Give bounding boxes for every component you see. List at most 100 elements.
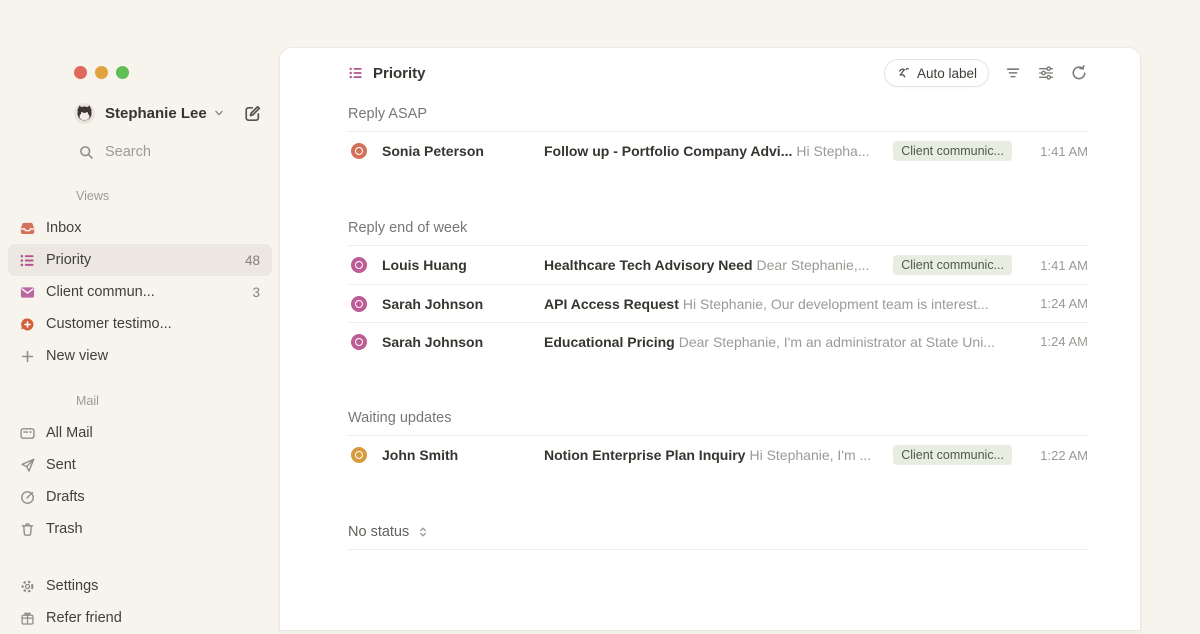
sidebar-item-label: Customer testimo... xyxy=(46,316,172,332)
chevron-down-icon xyxy=(212,106,226,120)
gear-icon xyxy=(18,578,36,595)
group-header: Waiting updates xyxy=(348,410,1088,436)
sender-avatar xyxy=(351,143,367,159)
sidebar-item-label: Trash xyxy=(46,521,83,537)
gift-icon xyxy=(18,610,36,627)
sidebar-item-new-view[interactable]: New view xyxy=(8,340,272,372)
email-subject: Educational Pricing xyxy=(544,333,675,350)
mail-list: All Mail Sent Drafts xyxy=(0,417,280,545)
sidebar-item-all-mail[interactable]: All Mail xyxy=(8,417,272,449)
email-snippet: Dear Stephanie,... xyxy=(756,257,870,273)
sidebar-item-label: Settings xyxy=(46,578,99,594)
email-row[interactable]: John Smith Notion Enterprise Plan Inquir… xyxy=(348,436,1088,474)
email-row[interactable]: Sonia Peterson Follow up - Portfolio Com… xyxy=(348,132,1088,170)
views-section-label: Views xyxy=(76,189,110,203)
user-avatar xyxy=(74,102,95,124)
plus-icon xyxy=(18,348,36,365)
email-group-waiting-updates: Waiting updates John Smith Notion Enterp… xyxy=(348,410,1088,474)
user-name: Stephanie Lee xyxy=(105,104,207,122)
unread-count: 48 xyxy=(244,252,260,268)
toolbar: Auto label xyxy=(883,59,1088,87)
email-sender: Sonia Peterson xyxy=(382,143,484,159)
email-subject-snippet: API Access Request Hi Stephanie, Our deve… xyxy=(544,296,1012,312)
search-label: Search xyxy=(105,144,151,160)
group-header: Reply end of week xyxy=(348,220,1088,246)
email-subject-snippet: Notion Enterprise Plan Inquiry Hi Stephan… xyxy=(544,447,881,463)
label-badge[interactable]: Client communic... xyxy=(893,141,1012,161)
sender-avatar xyxy=(351,257,367,273)
email-snippet: Hi Stepha... xyxy=(796,143,870,159)
unread-count: 3 xyxy=(252,284,260,300)
zoom-window-button[interactable] xyxy=(116,66,129,79)
auto-label-button[interactable]: Auto label xyxy=(883,59,989,87)
sender-avatar xyxy=(351,333,367,350)
all-mail-icon xyxy=(18,425,36,442)
sender-avatar xyxy=(351,447,367,463)
email-time: 1:24 AM xyxy=(1040,296,1088,311)
sidebar-item-label: Priority xyxy=(46,252,92,268)
minimize-window-button[interactable] xyxy=(95,66,108,79)
sidebar-item-client-communication[interactable]: Client commun... 3 xyxy=(8,276,272,308)
email-row[interactable]: Sarah Johnson Educational Pricing Dear St… xyxy=(348,322,1088,360)
sidebar-item-customer-testimonials[interactable]: Customer testimo... xyxy=(8,308,272,340)
sidebar-item-label: New view xyxy=(46,348,109,364)
chat-plus-icon xyxy=(18,316,36,333)
email-subject: Healthcare Tech Advisory Need xyxy=(544,257,753,273)
mail-section-label: Mail xyxy=(76,394,99,408)
search-button[interactable]: Search xyxy=(78,142,262,162)
sender-avatar xyxy=(351,295,367,312)
sidebar-item-trash[interactable]: Trash xyxy=(8,513,272,545)
sidebar-item-label: Inbox xyxy=(46,220,82,236)
refresh-icon[interactable] xyxy=(1070,64,1088,82)
envelope-icon xyxy=(18,284,36,301)
views-list: Inbox Priority 48 xyxy=(0,212,280,372)
compose-icon[interactable] xyxy=(243,104,262,123)
email-sender: John Smith xyxy=(382,447,459,463)
close-window-button[interactable] xyxy=(74,66,87,79)
email-snippet: Hi Stephanie, I'm ... xyxy=(749,447,872,463)
email-time: 1:22 AM xyxy=(1040,447,1088,463)
label-badge[interactable]: Client communic... xyxy=(893,445,1012,465)
sliders-icon[interactable] xyxy=(1037,64,1055,82)
sidebar: Stephanie Lee Search Views xyxy=(0,0,280,630)
email-time: 1:24 AM xyxy=(1040,334,1088,349)
email-snippet: Dear Stephanie, I'm an administrator at … xyxy=(678,333,995,350)
sidebar-item-sent[interactable]: Sent xyxy=(8,449,272,481)
label-badge[interactable]: Client communic... xyxy=(893,255,1012,275)
window-controls xyxy=(74,66,280,79)
email-group-reply-end-of-week: Reply end of week Louis Huang Healthcare… xyxy=(348,220,1088,360)
email-row[interactable]: Louis Huang Healthcare Tech Advisory Nee… xyxy=(348,246,1088,284)
filter-icon[interactable] xyxy=(1004,64,1022,82)
email-group-reply-asap: Reply ASAP Sonia Peterson Follow up - Po… xyxy=(348,106,1088,170)
email-subject: API Access Request xyxy=(544,295,679,312)
paper-plane-icon xyxy=(18,457,36,474)
group-header: Reply ASAP xyxy=(348,106,1088,132)
sidebar-item-refer-friend[interactable]: Refer friend xyxy=(8,602,272,634)
search-icon xyxy=(80,145,93,159)
sidebar-item-label: All Mail xyxy=(46,425,93,441)
auto-label-text: Auto label xyxy=(916,65,977,81)
mail-list-panel: Priority Auto label xyxy=(280,48,1140,630)
sidebar-item-inbox[interactable]: Inbox xyxy=(8,212,272,244)
sidebar-item-settings[interactable]: Settings xyxy=(8,570,272,602)
zap-icon xyxy=(899,67,909,78)
priority-list-icon xyxy=(348,65,364,81)
sidebar-item-label: Refer friend xyxy=(46,610,122,626)
unfold-icon xyxy=(416,525,430,539)
view-header: Priority Auto label xyxy=(348,48,1088,98)
collapsed-group-label: No status xyxy=(348,524,410,540)
email-subject: Follow up - Portfolio Company Advi... xyxy=(544,143,793,159)
inbox-icon xyxy=(18,220,36,237)
sidebar-item-label: Sent xyxy=(46,457,76,473)
email-row[interactable]: Sarah Johnson API Access Request Hi Steph… xyxy=(348,284,1088,322)
email-time: 1:41 AM xyxy=(1040,143,1088,159)
sidebar-item-label: Client commun... xyxy=(46,284,155,300)
trash-icon xyxy=(18,521,36,538)
email-subject-snippet: Follow up - Portfolio Company Advi... Hi … xyxy=(544,143,881,159)
email-subject-snippet: Educational Pricing Dear Stephanie, I'm a… xyxy=(544,334,1012,350)
sidebar-item-priority[interactable]: Priority 48 xyxy=(8,244,272,276)
sidebar-item-drafts[interactable]: Drafts xyxy=(8,481,272,513)
account-switcher[interactable]: Stephanie Lee xyxy=(74,102,262,124)
collapsed-group-no-status[interactable]: No status xyxy=(348,524,1088,550)
